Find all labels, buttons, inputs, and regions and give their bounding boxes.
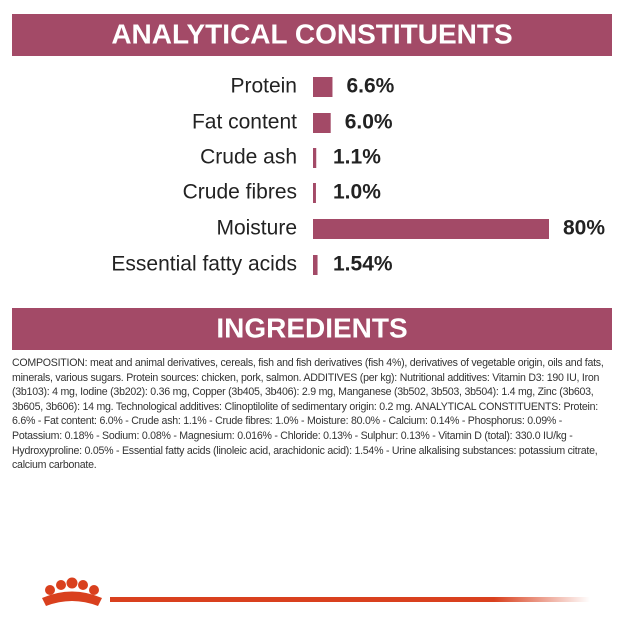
ingredients-text: COMPOSITION: meat and animal derivatives…: [12, 357, 604, 472]
chart-title: ANALYTICAL CONSTITUENTS: [111, 18, 512, 49]
value-label: 6.0%: [345, 111, 393, 134]
bar: [313, 219, 549, 239]
value-label: 6.6%: [346, 75, 394, 98]
header-bar: [12, 14, 612, 56]
value-label: 1.54%: [333, 253, 393, 276]
logo: [42, 577, 102, 606]
bar: [313, 77, 333, 97]
category-label: Essential fatty acids: [111, 253, 297, 276]
category-label: Crude fibres: [183, 181, 297, 204]
bar: [313, 183, 316, 203]
bar: [313, 113, 331, 133]
category-label: Crude ash: [200, 146, 297, 169]
category-label: Protein: [230, 75, 297, 98]
value-label: 1.1%: [333, 146, 381, 169]
category-label: Moisture: [216, 217, 297, 240]
footer-line: [110, 597, 590, 602]
bar: [313, 255, 318, 275]
header-bar: [12, 308, 612, 350]
section-title: INGREDIENTS: [216, 312, 407, 343]
value-label: 1.0%: [333, 181, 381, 204]
bar: [313, 148, 317, 168]
value-label: 80%: [563, 217, 605, 240]
category-label: Fat content: [192, 111, 297, 134]
